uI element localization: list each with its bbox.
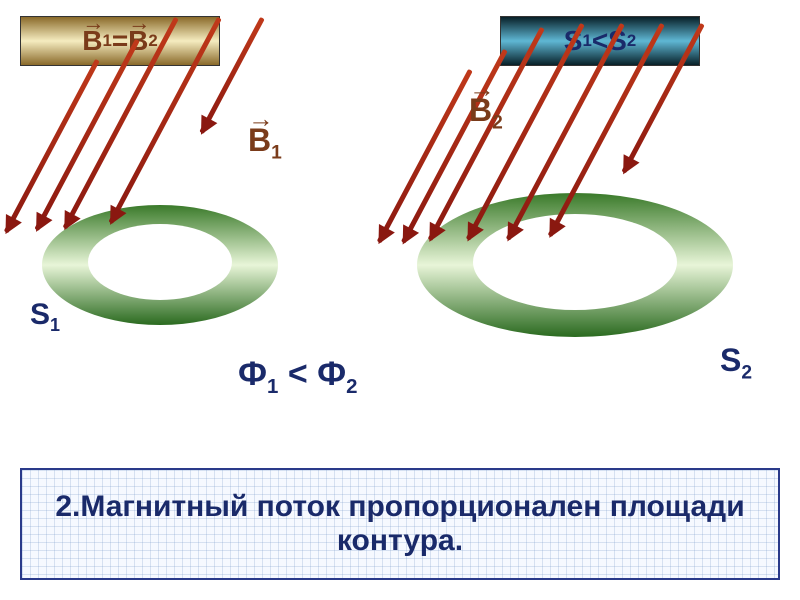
equals-sign: =: [112, 25, 128, 57]
caption-box: 2.Магнитный поток пропорционален площади…: [20, 468, 780, 580]
s1-sub: 1: [582, 31, 591, 51]
label-b2: В2: [469, 92, 503, 134]
phi2-sub: 2: [346, 376, 357, 398]
phi1-sub: 1: [267, 376, 278, 398]
label-s2: S2: [720, 342, 752, 384]
ring-large: [415, 190, 735, 340]
b1-vector: В: [82, 25, 102, 57]
badge-b-equals: В1 = В2: [20, 16, 220, 66]
field-left-arrow: [4, 59, 100, 234]
phi2: Ф: [317, 355, 346, 393]
flux-op: <: [288, 355, 317, 393]
s2-sub: 2: [627, 31, 636, 51]
phi1: Ф: [238, 355, 267, 393]
label-s1: S1: [30, 298, 60, 336]
caption-text: 2.Магнитный поток пропорционален площади…: [55, 490, 744, 557]
label-b1: В1: [248, 122, 282, 164]
flux-relation: Ф1 < Ф2: [238, 355, 358, 399]
b1-letter: В: [82, 25, 102, 56]
